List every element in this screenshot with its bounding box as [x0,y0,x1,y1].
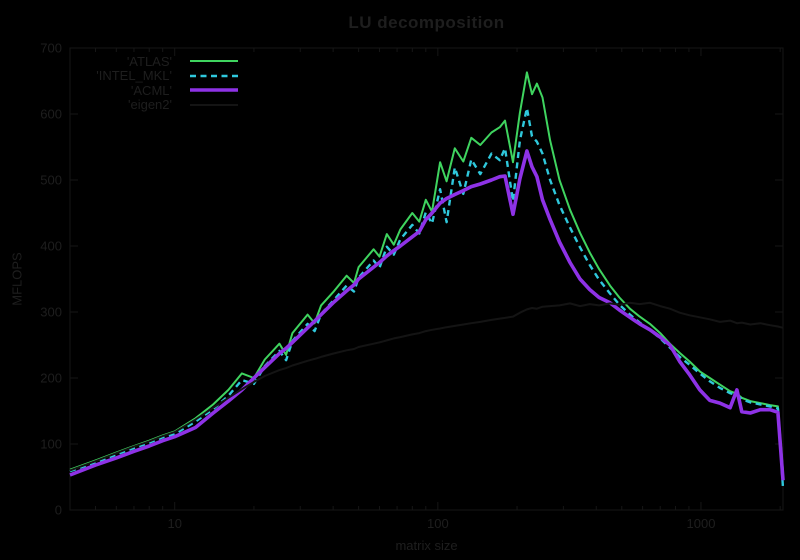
svg-text:0: 0 [55,503,62,518]
legend-line-sample-atlas [190,60,238,63]
svg-text:600: 600 [40,107,62,122]
svg-text:10: 10 [167,516,181,531]
svg-text:200: 200 [40,371,62,386]
legend-item-eigen2: 'eigen2' [72,97,238,113]
svg-text:100: 100 [40,437,62,452]
legend-label-acml: 'ACML' [130,82,172,98]
legend-item-acml: 'ACML' [72,83,238,98]
legend-label-intel-mkl: 'INTEL_MKL' [96,68,172,84]
legend-item-intel-mkl: 'INTEL_MKL' [72,68,238,84]
legend-line-sample-acml [190,88,238,93]
y-axis-label: MFLOPS [9,252,25,306]
legend-label-atlas: 'ATLAS' [126,53,172,69]
legend-line-sample-eigen2 [190,103,238,106]
legend-item-atlas: 'ATLAS' [72,54,238,69]
svg-text:400: 400 [40,239,62,254]
legend-line-sample-intel-mkl [190,74,238,77]
legend-label-eigen2: 'eigen2' [127,97,172,113]
x-axis-label: matrix size [395,538,458,553]
legend: 'ATLAS' 'INTEL_MKL' 'ACML' 'eigen2' [72,54,238,112]
chart-title: LU decomposition [348,13,505,32]
svg-text:500: 500 [40,173,62,188]
svg-text:700: 700 [40,41,62,56]
svg-text:300: 300 [40,305,62,320]
svg-text:100: 100 [427,516,449,531]
svg-text:1000: 1000 [687,516,716,531]
